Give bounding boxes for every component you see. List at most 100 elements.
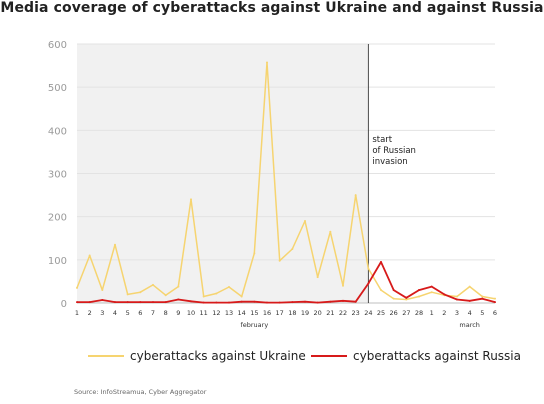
y-tick-label: 100 bbox=[48, 256, 67, 267]
invasion-annotation: invasion bbox=[372, 157, 407, 167]
x-tick-label: 5 bbox=[480, 309, 484, 317]
data-point-russia bbox=[468, 299, 471, 302]
x-tick-label: 13 bbox=[225, 309, 233, 317]
data-point-russia bbox=[253, 300, 256, 303]
x-tick-label: 8 bbox=[164, 309, 168, 317]
data-point-russia bbox=[481, 297, 484, 300]
data-point-ukraine bbox=[456, 295, 458, 298]
data-point-russia bbox=[494, 301, 496, 304]
data-point-russia bbox=[304, 300, 306, 303]
data-point-russia bbox=[443, 293, 446, 296]
x-tick-label: 4 bbox=[113, 309, 117, 317]
month-label: february bbox=[240, 321, 268, 329]
data-point-russia bbox=[367, 282, 370, 285]
data-point-ukraine bbox=[291, 248, 294, 251]
data-point-ukraine bbox=[405, 298, 408, 301]
data-point-russia bbox=[76, 301, 78, 304]
legend-swatch-ukraine bbox=[88, 355, 124, 357]
data-point-ukraine bbox=[367, 267, 370, 270]
data-point-ukraine bbox=[101, 289, 104, 292]
source-note: Source: InfoStreamua, Cyber Aggregator bbox=[74, 388, 207, 396]
y-tick-label: 600 bbox=[48, 40, 67, 51]
x-tick-label: 2 bbox=[442, 309, 446, 317]
data-point-ukraine bbox=[190, 198, 192, 201]
data-point-ukraine bbox=[418, 295, 420, 298]
y-tick-label: 400 bbox=[48, 126, 67, 137]
data-point-russia bbox=[278, 301, 281, 304]
data-point-ukraine bbox=[253, 252, 256, 255]
x-tick-label: 5 bbox=[126, 309, 130, 317]
legend-swatch-russia bbox=[311, 355, 347, 357]
x-tick-label: 6 bbox=[138, 309, 142, 317]
data-point-russia bbox=[190, 300, 192, 303]
data-point-russia bbox=[456, 298, 458, 301]
x-tick-label: 26 bbox=[390, 309, 398, 317]
data-point-russia bbox=[164, 301, 167, 304]
data-point-russia bbox=[228, 301, 230, 304]
data-point-ukraine bbox=[354, 194, 357, 197]
x-tick-label: 24 bbox=[364, 309, 372, 317]
x-tick-label: 19 bbox=[301, 309, 309, 317]
data-point-ukraine bbox=[228, 286, 230, 289]
invasion-annotation: start bbox=[372, 135, 392, 145]
x-tick-label: 6 bbox=[493, 309, 497, 317]
x-tick-label: 14 bbox=[238, 309, 246, 317]
data-point-ukraine bbox=[430, 291, 433, 294]
x-tick-label: 12 bbox=[212, 309, 220, 317]
data-point-ukraine bbox=[114, 243, 116, 246]
y-tick-label: 300 bbox=[48, 170, 67, 181]
data-point-ukraine bbox=[164, 294, 167, 297]
x-tick-label: 2 bbox=[88, 309, 92, 317]
data-point-russia bbox=[114, 301, 116, 304]
data-point-russia bbox=[101, 298, 104, 301]
chart-title: Media coverage of cyberattacks against U… bbox=[0, 0, 544, 16]
data-point-ukraine bbox=[316, 276, 319, 279]
x-tick-label: 20 bbox=[314, 309, 322, 317]
series-line-russia bbox=[77, 261, 496, 304]
x-tick-label: 22 bbox=[339, 309, 347, 317]
data-point-ukraine bbox=[342, 284, 344, 287]
data-point-ukraine bbox=[304, 219, 306, 222]
data-point-ukraine bbox=[152, 283, 154, 286]
legend-label-ukraine: cyberattacks against Ukraine bbox=[130, 349, 306, 363]
data-point-ukraine bbox=[177, 285, 180, 288]
data-point-russia bbox=[354, 300, 357, 303]
data-point-ukraine bbox=[126, 293, 129, 296]
x-tick-label: 3 bbox=[455, 309, 459, 317]
data-point-russia bbox=[139, 301, 142, 304]
x-tick-label: 1 bbox=[75, 309, 79, 317]
x-tick-label: 10 bbox=[187, 309, 195, 317]
x-tick-label: 23 bbox=[352, 309, 360, 317]
data-point-ukraine bbox=[88, 254, 91, 257]
data-point-russia bbox=[316, 301, 319, 304]
data-point-ukraine bbox=[278, 259, 281, 262]
data-point-russia bbox=[240, 300, 243, 303]
data-point-ukraine bbox=[329, 230, 332, 233]
data-point-russia bbox=[430, 285, 433, 288]
data-point-ukraine bbox=[494, 297, 496, 300]
x-tick-label: 7 bbox=[151, 309, 155, 317]
x-tick-label: 16 bbox=[263, 309, 271, 317]
data-point-ukraine bbox=[139, 291, 142, 294]
data-point-russia bbox=[392, 289, 395, 292]
y-tick-label: 0 bbox=[61, 299, 67, 310]
x-tick-label: 15 bbox=[250, 309, 258, 317]
data-point-ukraine bbox=[481, 295, 484, 298]
series-line-ukraine bbox=[76, 61, 496, 301]
month-label: march bbox=[459, 321, 480, 329]
x-tick-label: 17 bbox=[276, 309, 284, 317]
x-tick-label: 27 bbox=[402, 309, 410, 317]
data-point-ukraine bbox=[266, 61, 268, 64]
data-point-russia bbox=[202, 301, 205, 304]
data-point-ukraine bbox=[76, 286, 78, 289]
data-point-russia bbox=[418, 289, 420, 292]
data-point-ukraine bbox=[392, 297, 395, 300]
data-point-russia bbox=[88, 301, 91, 304]
x-tick-label: 3 bbox=[100, 309, 104, 317]
y-tick-label: 200 bbox=[48, 213, 67, 224]
data-point-ukraine bbox=[380, 289, 382, 292]
data-point-russia bbox=[291, 301, 294, 304]
data-point-russia bbox=[380, 260, 382, 263]
